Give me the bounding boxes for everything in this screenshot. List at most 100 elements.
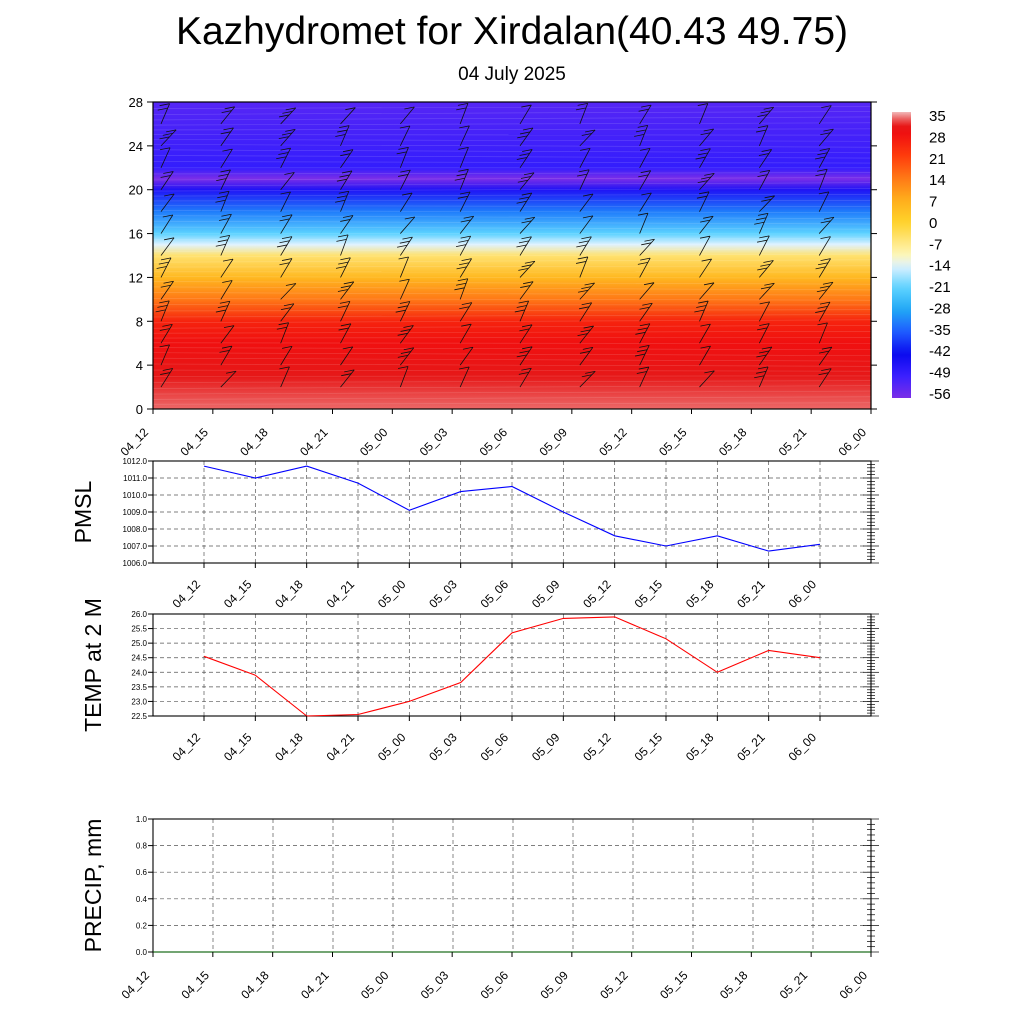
contour-lines [153, 106, 871, 405]
wind-barb [639, 302, 653, 322]
wind-barb [340, 346, 354, 366]
wind-barb [879, 215, 890, 234]
wind-barb [279, 107, 297, 125]
wind-barb [157, 103, 170, 125]
wind-barb [215, 234, 231, 256]
wind-barb [757, 106, 774, 125]
wind-barb [815, 258, 831, 278]
x-tick-label: 05_15 [632, 577, 666, 611]
wind-barb [280, 283, 297, 300]
wind-barb [757, 169, 771, 190]
wind-barb [280, 303, 295, 322]
wind-barb [400, 216, 416, 234]
y-axis-label: PMSL [70, 480, 96, 543]
wind-barb [699, 235, 711, 256]
wind-barb [398, 169, 411, 190]
wind-barb [575, 256, 589, 278]
cross-section-panel: 0 4 8 12 16 20 24 28 04_12 04_15 04_18 04_21 05_00 05… [118, 95, 891, 459]
wind-barb [455, 235, 471, 256]
y-tick-label: 23.0 [131, 697, 147, 706]
wind-barb [758, 301, 771, 322]
wind-barb [156, 257, 172, 278]
colorbar-label: 7 [929, 194, 937, 211]
wind-barb [160, 280, 174, 300]
wind-barb [280, 191, 291, 212]
y-tick-label: 26.0 [131, 610, 147, 619]
wind-barb [336, 234, 349, 256]
wind-barb [879, 303, 891, 321]
x-tick-label: 04_12 [119, 968, 153, 1002]
temperature-field [153, 102, 871, 409]
colorbar-label: -14 [929, 258, 951, 275]
wind-barb [459, 125, 470, 147]
wind-barb [694, 300, 709, 322]
wind-barb [459, 215, 475, 234]
wind-barb [818, 105, 832, 125]
x-tick-label: 06_00 [836, 425, 870, 459]
wind-barb [517, 127, 534, 147]
wind-barb [459, 302, 473, 322]
colorbar-label: 35 [929, 108, 946, 125]
wind-barb [579, 215, 594, 234]
wind-barb [639, 148, 651, 168]
wind-barb [699, 345, 711, 366]
wind-barb [519, 324, 533, 344]
wind-barb [220, 280, 233, 300]
x-tick-label: 05_09 [529, 730, 563, 764]
wind-barb [395, 301, 411, 322]
x-tick-label: 05_06 [478, 577, 512, 611]
wind-barb [220, 106, 235, 125]
wind-barb [216, 169, 231, 190]
y-tick-label: 24 [129, 139, 143, 154]
x-tick-label: 04_15 [221, 577, 255, 611]
x-tick-label: 06_00 [786, 730, 820, 764]
wind-barb [160, 193, 175, 212]
wind-barb [398, 256, 409, 278]
wind-barb [879, 368, 891, 387]
pmsl-panel: 1006.0 1007.0 1008.0 1009.0 1010.0 1011.0 1012… [70, 457, 879, 611]
x-tick-label: 04_12 [170, 577, 204, 611]
x-tick-label: 06_00 [786, 577, 820, 611]
wind-barb [636, 366, 650, 388]
y-tick-label: 25.0 [131, 639, 147, 648]
wind-barb [759, 195, 775, 212]
wind-barb [697, 173, 715, 190]
x-tick-label: 05_21 [734, 577, 768, 611]
wind-barb [215, 300, 231, 322]
colorbar-fill [892, 112, 911, 398]
wind-barb [399, 192, 413, 212]
wind-barb [399, 278, 410, 300]
wind-barb [697, 103, 709, 125]
x-tick-label: 04_12 [170, 730, 204, 764]
x-tick-label: 05_06 [478, 730, 512, 764]
x-tick-label: 05_00 [357, 425, 391, 459]
wind-barb [516, 192, 533, 212]
wind-barb [638, 170, 652, 190]
y-tick-label: 0.2 [136, 921, 148, 930]
x-tick-label: 05_18 [716, 425, 750, 459]
x-tick-label: 05_00 [375, 577, 409, 611]
x-tick-label: 05_06 [477, 425, 511, 459]
y-tick-label: 0.8 [136, 842, 148, 851]
wind-barb [639, 192, 652, 212]
wind-barb [340, 215, 354, 234]
y-tick-label: 0.4 [136, 895, 148, 904]
wind-barb [579, 370, 596, 388]
wind-barb [280, 172, 295, 190]
x-tick-label: 04_18 [272, 730, 306, 764]
wind-barb [696, 191, 710, 212]
x-tick-label: 04_15 [177, 425, 211, 459]
y-tick-label: 0 [136, 402, 143, 417]
wind-barb [458, 147, 469, 168]
wind-barb [276, 147, 291, 168]
colorbar-label: -28 [929, 300, 951, 317]
wind-barb [516, 346, 533, 366]
x-tick-label: 06_00 [837, 968, 871, 1002]
wind-barb [878, 104, 888, 124]
y-tick-label: 28 [129, 95, 143, 110]
wind-barb [160, 237, 175, 256]
wind-barb [578, 282, 595, 300]
wind-barb [396, 146, 409, 168]
x-tick-label: 05_18 [683, 730, 717, 764]
wind-barb [456, 102, 469, 125]
